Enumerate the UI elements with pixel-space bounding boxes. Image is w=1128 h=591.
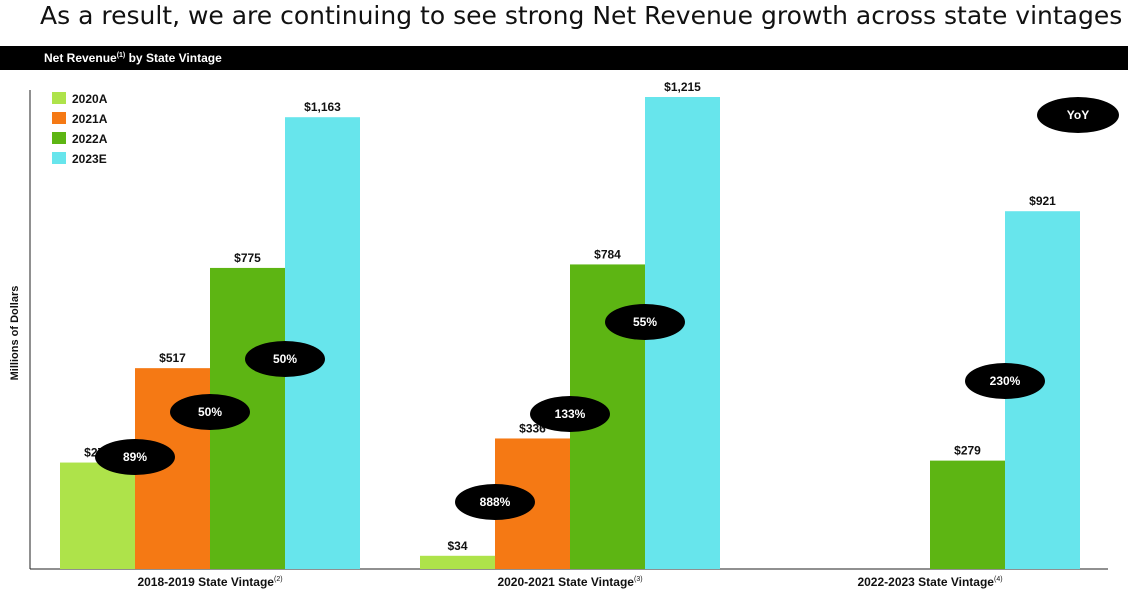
y-axis-label: Millions of Dollars xyxy=(9,286,21,381)
growth-badge xyxy=(455,484,535,520)
category-label: 2020-2021 State Vintage(3) xyxy=(497,575,642,589)
category-label: 2018-2019 State Vintage(2) xyxy=(137,575,282,589)
category-label: 2022-2023 State Vintage(4) xyxy=(857,575,1002,589)
growth-badge xyxy=(605,304,685,340)
legend-swatch-2020A xyxy=(52,92,66,104)
bar-2020A-1 xyxy=(420,555,495,569)
growth-badge-label: 133% xyxy=(555,407,586,421)
legend-label: 2021A xyxy=(72,112,108,126)
yoy-badge-label: YoY xyxy=(1067,108,1089,122)
bar-value-label: $784 xyxy=(594,247,621,261)
legend-swatch-2022A xyxy=(52,132,66,144)
growth-badge xyxy=(965,363,1045,399)
growth-badge xyxy=(245,341,325,377)
growth-badge-label: 230% xyxy=(990,374,1021,388)
growth-badge-label: 50% xyxy=(273,352,297,366)
bar-value-label: $34 xyxy=(447,539,467,553)
bar-value-label: $517 xyxy=(159,351,186,365)
legend-label: 2023E xyxy=(72,152,107,166)
legend-label: 2020A xyxy=(72,92,108,106)
growth-badge xyxy=(170,394,250,430)
bar-value-label: $1,215 xyxy=(664,80,701,94)
bar-2020A-0 xyxy=(60,462,135,569)
page-title: As a result, we are continuing to see st… xyxy=(40,1,1123,30)
bar-value-label: $279 xyxy=(954,444,981,458)
growth-badge-label: 89% xyxy=(123,450,147,464)
chart-title: Net Revenue(1) by State Vintage xyxy=(44,51,222,65)
bar-2022A-2 xyxy=(930,460,1005,569)
yoy-badge xyxy=(1037,97,1119,133)
chart-title-banner: Net Revenue(1) by State Vintage xyxy=(0,46,1128,70)
growth-badge-label: 55% xyxy=(633,315,657,329)
growth-badge-label: 888% xyxy=(480,495,511,509)
legend-label: 2022A xyxy=(72,132,108,146)
bar-value-label: $775 xyxy=(234,251,261,265)
bar-value-label: $1,163 xyxy=(304,100,341,114)
legend-swatch-2021A xyxy=(52,112,66,124)
growth-badge xyxy=(95,439,175,475)
legend-swatch-2023E xyxy=(52,152,66,164)
growth-badge xyxy=(530,396,610,432)
bar-value-label: $921 xyxy=(1029,194,1056,208)
growth-badge-label: 50% xyxy=(198,405,222,419)
